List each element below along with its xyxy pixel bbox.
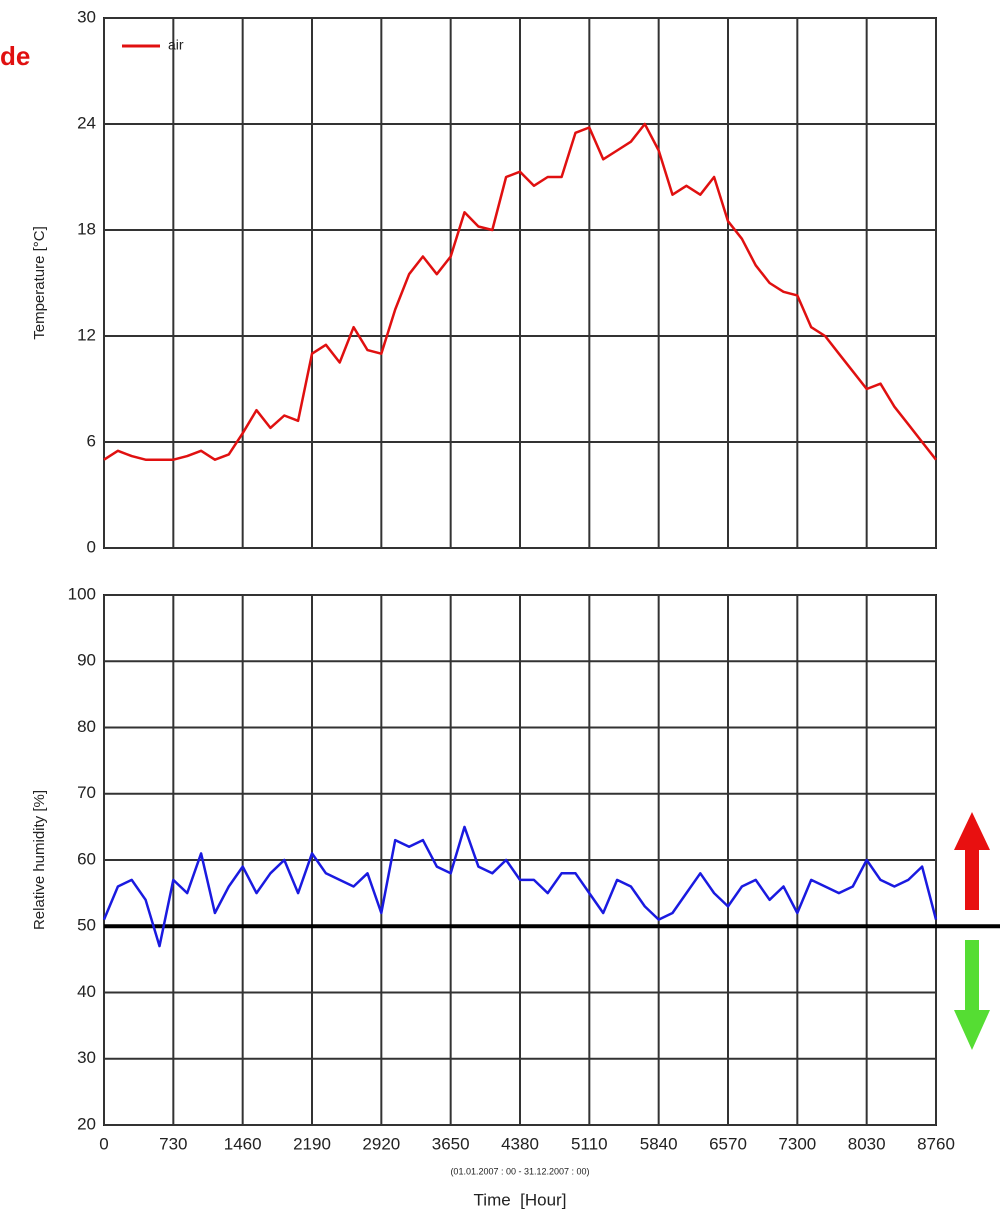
down-arrow — [954, 940, 990, 1050]
x-tick-label: 730 — [159, 1134, 187, 1153]
x-tick-label: 5840 — [640, 1134, 678, 1153]
x-tick-label: 2190 — [293, 1134, 331, 1153]
y-tick-label: 20 — [77, 1114, 96, 1133]
y-tick-label: 12 — [77, 325, 96, 344]
y-tick-label: 70 — [77, 783, 96, 802]
x-tick-label: 1460 — [224, 1134, 262, 1153]
y-tick-label: 40 — [77, 982, 96, 1001]
y-tick-label: 30 — [77, 1048, 96, 1067]
x-tick-label: 2920 — [362, 1134, 400, 1153]
y-tick-label: 50 — [77, 916, 96, 935]
y-tick-label: 18 — [77, 219, 96, 238]
y-tick-label: 60 — [77, 849, 96, 868]
y-tick-label: 30 — [77, 7, 96, 26]
y-tick-label: 6 — [87, 431, 96, 450]
y-tick-label: 100 — [68, 584, 96, 603]
y-tick-label: 24 — [77, 113, 96, 132]
x-tick-label: 3650 — [432, 1134, 470, 1153]
line-series — [103, 122, 937, 461]
y-axis-label: Temperature [°C] — [31, 226, 48, 340]
y-tick-label: 90 — [77, 651, 96, 670]
up-arrow — [954, 812, 990, 910]
y-tick-label: 80 — [77, 717, 96, 736]
x-tick-label: 5110 — [571, 1134, 608, 1153]
line-series — [102, 825, 938, 948]
x-tick-label: 7300 — [778, 1134, 816, 1153]
legend-label: air — [168, 37, 184, 53]
x-tick-label: 6570 — [709, 1134, 747, 1153]
y-tick-label: 0 — [87, 537, 96, 556]
x-tick-label: 8030 — [848, 1134, 886, 1153]
annotation: de — [0, 41, 30, 71]
x-tick-label: 8760 — [917, 1134, 955, 1153]
x-tick-label: 4380 — [501, 1134, 539, 1153]
x-note: (01.01.2007 : 00 - 31.12.2007 : 00) — [450, 1166, 589, 1176]
x-tick-label: 0 — [99, 1134, 108, 1153]
x-axis-label: Time [Hour] — [474, 1190, 567, 1209]
y-axis-label: Relative humidity [%] — [31, 790, 48, 930]
